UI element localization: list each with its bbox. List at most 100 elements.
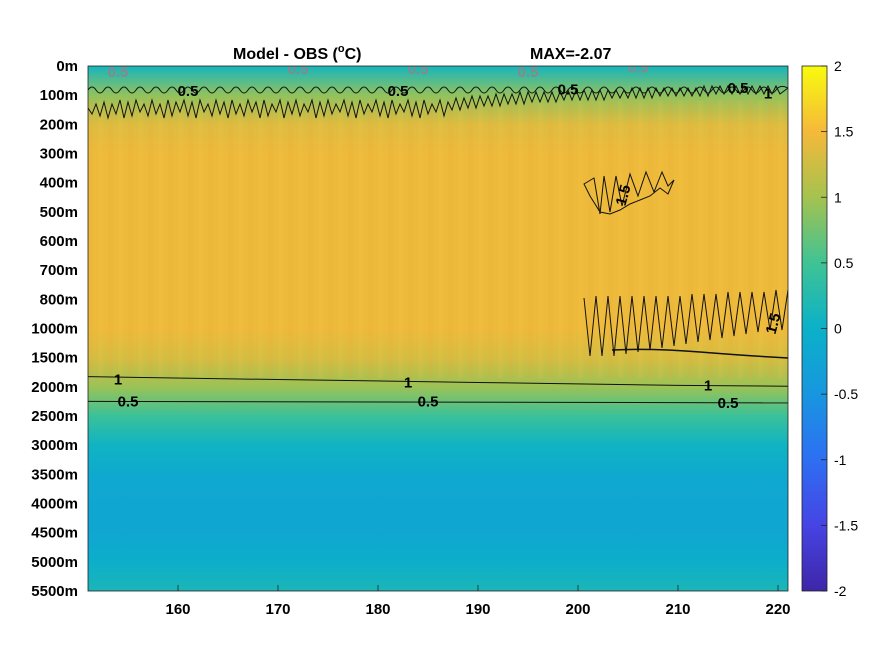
- heatmap-stripe: [558, 101, 563, 379]
- y-tick-label: 100m: [40, 87, 78, 104]
- heatmap-stripe: [638, 101, 643, 379]
- contour-label: 1.5: [763, 311, 785, 336]
- contour-lines: [88, 376, 788, 404]
- heatmap-stripe: [348, 101, 353, 379]
- heatmap-stripe: [728, 101, 733, 379]
- x-axis-ticks: 160 170 180 190 200 210 220: [165, 585, 791, 618]
- contour-label: 0.5: [118, 393, 139, 410]
- contour-label: 0.5: [728, 80, 749, 97]
- heatmap-stripe: [668, 101, 673, 379]
- upper-one-contour: [88, 84, 788, 120]
- contour-labels: 0.5 0.5 0.5 0.5 0.5 0.5 0.5 0.5 0.5 1 1 1 1 0.5 0.5 0.5…: [108, 59, 785, 412]
- heatmap-stripe: [408, 101, 413, 379]
- heatmap-bands: [88, 66, 788, 591]
- heatmap-stripe: [718, 101, 723, 379]
- heatmap-stripe: [688, 101, 693, 379]
- heatmap-stripe: [388, 101, 393, 379]
- contour-line-0.5: [88, 400, 788, 404]
- contour-label: 0.5: [408, 61, 429, 78]
- contour-label: 1: [114, 372, 122, 389]
- heatmap-stripe: [418, 101, 423, 379]
- y-tick-label: 700m: [40, 262, 78, 279]
- contour-label: 0.5: [518, 64, 539, 81]
- heatmap-stripe: [108, 101, 113, 379]
- heatmap-stripes: [88, 101, 783, 379]
- heatmap-stripe: [188, 101, 193, 379]
- x-tick-label: 200: [565, 601, 590, 618]
- heatmap-stripe: [248, 101, 253, 379]
- heatmap-stripe: [148, 101, 153, 379]
- heatmap-stripe: [538, 101, 543, 379]
- heatmap-stripe: [358, 101, 363, 379]
- contour-label: 0.5: [558, 81, 579, 98]
- y-tick-label: 600m: [40, 233, 78, 250]
- colorbar-tick-label: 1: [834, 189, 842, 205]
- heatmap-stripe: [608, 101, 613, 379]
- heatmap-stripe: [568, 101, 573, 379]
- contour-label: 0.5: [418, 393, 439, 410]
- heatmap-stripe: [488, 101, 493, 379]
- y-tick-label: 1000m: [31, 321, 78, 338]
- heatmap-stripe: [278, 101, 283, 379]
- heatmap-stripe: [98, 101, 103, 379]
- plot-frame: [87, 65, 789, 592]
- title-main: Model - OBS (: [233, 46, 339, 63]
- colorbar-tick-label: 0: [834, 321, 842, 337]
- heatmap-stripe: [258, 101, 263, 379]
- y-tick-label: 300m: [40, 146, 78, 163]
- contour-line-1: [88, 376, 788, 387]
- heatmap-stripe: [398, 101, 403, 379]
- colorbar-tick-label: -1.5: [834, 517, 858, 533]
- heatmap-stripe: [328, 101, 333, 379]
- y-tick-label: 5500m: [31, 583, 78, 600]
- heatmap-stripe: [428, 101, 433, 379]
- y-tick-label: 4500m: [31, 525, 78, 542]
- contour-label: 0.5: [628, 59, 649, 76]
- heatmap-stripe: [658, 101, 663, 379]
- chart-title: Model - OBS (oC): [233, 43, 362, 63]
- heatmap-stripe: [498, 101, 503, 379]
- contour-label: 1: [764, 86, 772, 103]
- y-tick-label: 0m: [56, 58, 78, 75]
- warm-patch-1000m-contour: [583, 289, 788, 357]
- y-tick-label: 200m: [40, 116, 78, 133]
- heatmap-stripe: [648, 101, 653, 379]
- colorbar-tick-label: -0.5: [834, 386, 858, 402]
- heatmap-stripe: [268, 101, 273, 379]
- heatmap-stripe: [138, 101, 143, 379]
- contour-label: 0.5: [718, 395, 739, 412]
- heatmap-stripe: [298, 101, 303, 379]
- heatmap-stripe: [448, 101, 453, 379]
- heatmap-stripe: [588, 101, 593, 379]
- heatmap-stripe: [368, 101, 373, 379]
- contour-label: 0.5: [388, 83, 409, 100]
- surface-wave-contour: [88, 85, 788, 94]
- heatmap-stripe: [228, 101, 233, 379]
- heatmap-field: [88, 66, 788, 591]
- title-unit-tail: C): [345, 46, 362, 63]
- heatmap-stripe: [288, 101, 293, 379]
- heatmap-stripe: [748, 101, 753, 379]
- heatmap-stripe: [318, 101, 323, 379]
- heatmap-stripe: [508, 101, 513, 379]
- heatmap-plot: 0.5 0.5 0.5 0.5 0.5 0.5 0.5 0.5 0.5 1 1 1 1 0.5 0.5 0.5…: [88, 59, 788, 591]
- x-tick-label: 220: [765, 601, 790, 618]
- colorbar-tick-label: 0.5: [834, 255, 854, 271]
- heatmap-stripe: [308, 101, 313, 379]
- heatmap-stripe: [178, 101, 183, 379]
- heatmap-stripe: [88, 101, 93, 379]
- x-tick-label: 170: [265, 601, 290, 618]
- heatmap-stripe: [158, 101, 163, 379]
- heatmap-stripe: [778, 101, 783, 379]
- x-tick-label: 160: [165, 601, 190, 618]
- heatmap-stripe: [198, 101, 203, 379]
- heatmap-stripe: [598, 101, 603, 379]
- contour-label: 1.5: [613, 183, 635, 208]
- y-tick-label: 3500m: [31, 466, 78, 483]
- heatmap-stripe: [168, 101, 173, 379]
- contour-label: 1: [404, 374, 412, 391]
- y-tick-label: 500m: [40, 204, 78, 221]
- heatmap-stripe: [438, 101, 443, 379]
- warm-patch-400m-contour: [583, 170, 675, 215]
